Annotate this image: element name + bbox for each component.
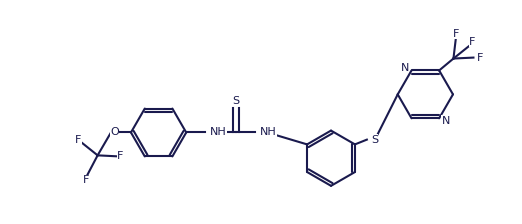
Text: F: F: [75, 135, 82, 145]
Text: S: S: [232, 96, 239, 106]
Text: F: F: [477, 53, 484, 62]
Text: NH: NH: [210, 127, 227, 138]
Text: O: O: [110, 127, 118, 138]
Text: F: F: [117, 151, 123, 161]
Text: F: F: [469, 37, 476, 47]
Text: N: N: [401, 63, 409, 73]
Text: N: N: [442, 116, 450, 126]
Text: S: S: [371, 135, 378, 145]
Text: NH: NH: [259, 127, 276, 138]
Text: F: F: [83, 175, 89, 185]
Text: F: F: [453, 29, 459, 39]
